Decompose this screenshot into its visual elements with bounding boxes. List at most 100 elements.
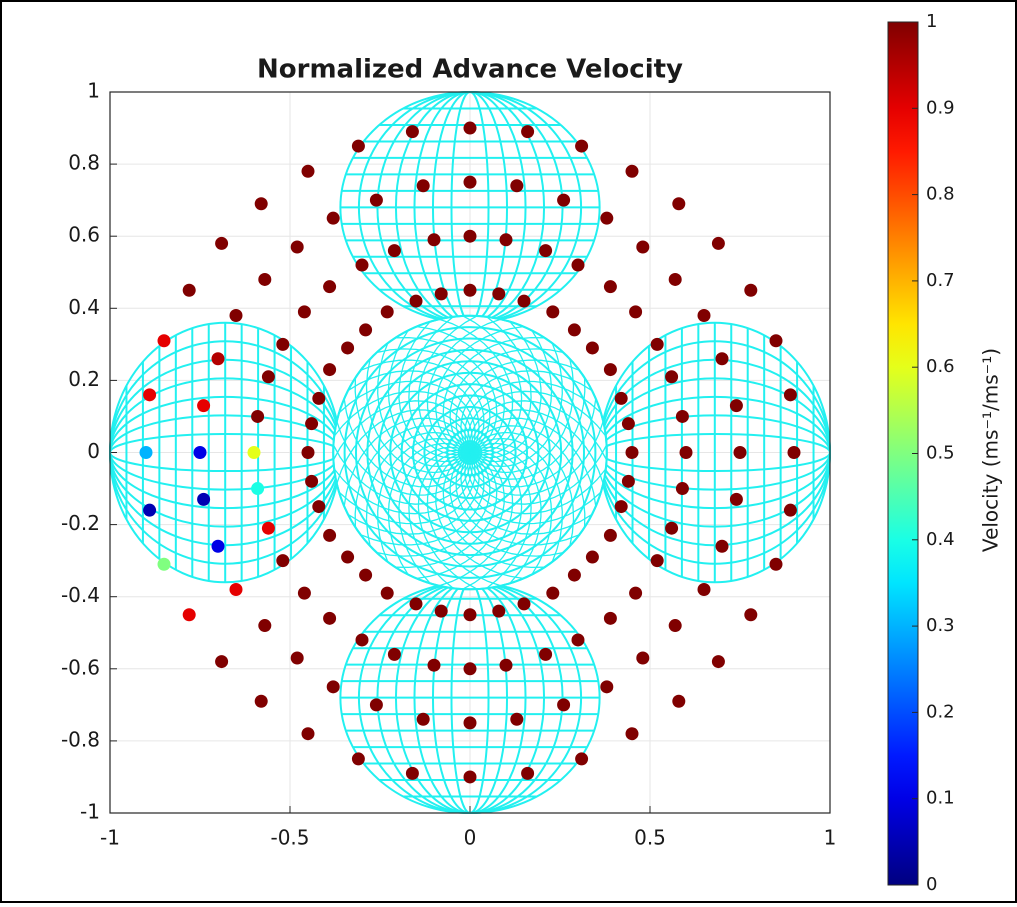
- colorbar-tick-label: 0.9: [926, 97, 955, 118]
- point: [290, 651, 304, 665]
- wire: [469, 358, 575, 474]
- point: [539, 244, 553, 258]
- wire: [469, 421, 604, 496]
- point: [585, 341, 599, 355]
- point: [499, 658, 513, 672]
- y-tick-label: 0.8: [68, 151, 100, 175]
- point: [157, 557, 171, 571]
- point: [197, 492, 211, 506]
- wire: [416, 451, 505, 580]
- point: [258, 272, 272, 286]
- wire: [469, 446, 542, 585]
- point: [301, 164, 315, 178]
- wire: [469, 417, 597, 507]
- wire: [449, 348, 564, 454]
- point: [463, 121, 477, 135]
- wire: [336, 421, 471, 496]
- point: [557, 698, 571, 712]
- colorbar-tick-label: 0.8: [926, 184, 955, 205]
- point: [567, 568, 581, 582]
- point: [571, 633, 585, 647]
- point: [711, 236, 725, 250]
- wire: [435, 325, 524, 454]
- y-tick-label: -1: [80, 800, 100, 824]
- point: [359, 323, 373, 337]
- wire: [438, 451, 514, 587]
- point: [301, 446, 315, 459]
- point: [600, 680, 614, 694]
- point: [359, 568, 373, 582]
- point: [251, 482, 265, 496]
- y-tick-label: 0: [87, 439, 100, 463]
- point: [409, 294, 423, 308]
- wire: [408, 315, 471, 456]
- wire: [455, 359, 580, 453]
- wire: [468, 400, 608, 461]
- y-tick-label: 1: [87, 79, 100, 103]
- wire: [400, 383, 540, 522]
- wire: [395, 451, 498, 569]
- point: [326, 211, 340, 225]
- wire: [442, 336, 545, 454]
- point: [697, 309, 711, 323]
- point: [665, 521, 679, 535]
- point: [258, 619, 272, 633]
- point: [603, 363, 617, 377]
- point: [603, 611, 617, 625]
- wire: [469, 342, 563, 468]
- point: [672, 197, 686, 211]
- point: [510, 712, 524, 726]
- y-tick-label: -0.8: [61, 727, 100, 751]
- y-tick-label: -0.4: [61, 583, 100, 607]
- wire: [417, 451, 478, 590]
- point: [312, 391, 326, 405]
- point: [341, 341, 355, 355]
- wire: [366, 348, 574, 557]
- wire: [423, 405, 517, 500]
- wire: [455, 452, 580, 546]
- wire: [360, 452, 485, 546]
- y-tick-label: 0.4: [68, 295, 100, 319]
- point: [625, 446, 639, 459]
- point: [499, 233, 513, 247]
- colorbar-tick-label: 0: [926, 874, 937, 895]
- point: [463, 662, 477, 676]
- x-tick-label: 0: [464, 826, 477, 850]
- colorbar-label: Velocity (ms⁻¹/ms⁻¹): [979, 348, 1003, 552]
- y-tick-label: -0.2: [61, 511, 100, 535]
- point: [675, 482, 689, 496]
- wire: [354, 377, 471, 480]
- wire: [469, 409, 604, 484]
- point: [143, 503, 157, 517]
- point: [197, 399, 211, 413]
- wire: [462, 315, 523, 454]
- point: [575, 139, 589, 153]
- wire: [469, 398, 597, 488]
- point: [369, 698, 383, 712]
- wire: [347, 370, 480, 453]
- chart-title: Normalized Advance Velocity: [257, 55, 683, 85]
- wire: [460, 370, 593, 453]
- point: [157, 334, 171, 348]
- point: [603, 280, 617, 294]
- wire: [449, 451, 564, 557]
- point: [323, 363, 337, 377]
- point: [427, 658, 441, 672]
- point: [672, 694, 686, 708]
- colorbar-tick-label: 0.2: [926, 701, 955, 722]
- wire: [426, 318, 502, 454]
- point: [305, 417, 319, 431]
- wire: [469, 377, 586, 480]
- point: [621, 417, 635, 431]
- colorbar-tick-label: 0.1: [926, 788, 955, 809]
- point: [575, 752, 589, 766]
- wire: [426, 451, 502, 587]
- point: [625, 164, 639, 178]
- wireframe: [109, 91, 831, 815]
- wire: [332, 400, 472, 461]
- x-tick-label: -1: [100, 826, 120, 850]
- wire: [469, 315, 532, 456]
- point: [492, 287, 506, 301]
- point: [571, 258, 585, 272]
- point: [715, 352, 729, 366]
